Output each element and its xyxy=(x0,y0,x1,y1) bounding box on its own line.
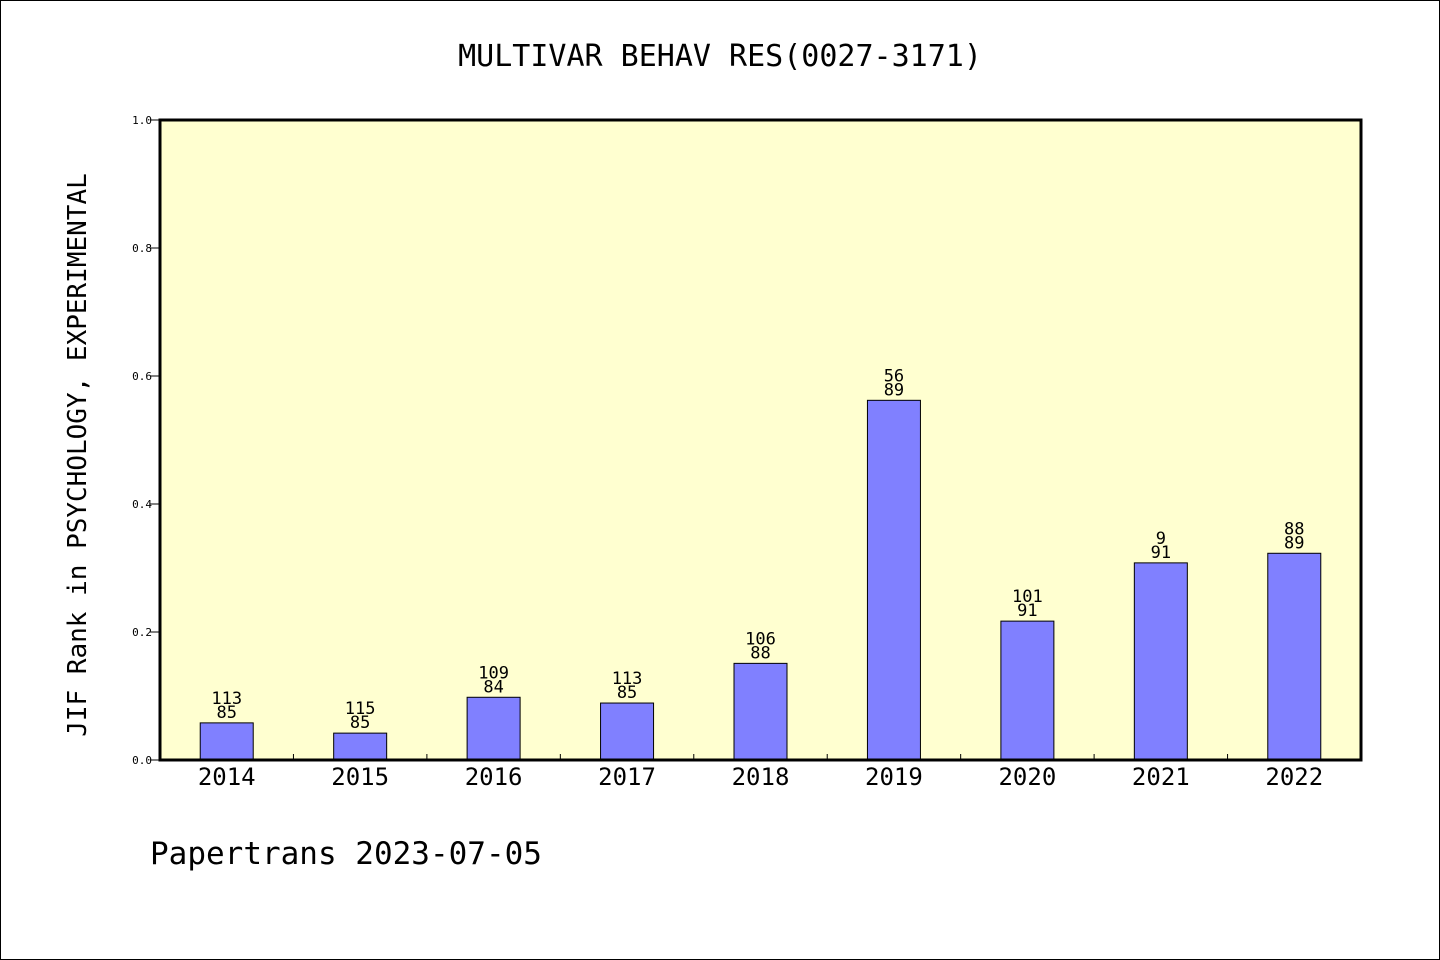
chart-title: MULTIVAR BEHAV RES(0027-3171) xyxy=(458,39,982,74)
bar-2022 xyxy=(1267,552,1322,761)
y-tick-label: 0.0 xyxy=(132,754,152,767)
y-tick-label: 0.8 xyxy=(132,242,152,255)
bar-label-total: 85 xyxy=(350,713,370,733)
bar-label-rank: 106 xyxy=(745,629,776,649)
bar-label-total: 89 xyxy=(1284,533,1304,553)
bar-label-total: 89 xyxy=(884,380,904,400)
x-tick-label: 2021 xyxy=(1132,763,1190,791)
bar-2016 xyxy=(466,696,521,761)
x-tick-label: 2014 xyxy=(198,763,256,791)
bar-label-total: 85 xyxy=(216,703,236,723)
x-tick-label: 2016 xyxy=(465,763,523,791)
y-tick-label: 0.6 xyxy=(132,370,152,383)
bar-2020 xyxy=(1000,620,1055,761)
x-tick-label: 2015 xyxy=(331,763,389,791)
x-tick-label: 2018 xyxy=(732,763,790,791)
bar-label-total: 91 xyxy=(1151,543,1171,563)
x-axis-ticks: 2014 2015 2016 2017 2018 2019 2020 2021 2022 xyxy=(198,754,1323,791)
bar-label-rank: 113 xyxy=(612,669,643,689)
x-tick-label: 2017 xyxy=(598,763,656,791)
bar-label-rank: 9 xyxy=(1156,529,1166,549)
y-tick-label: 1.0 xyxy=(132,114,152,127)
bar-label-rank: 88 xyxy=(1284,519,1304,539)
bar-2015 xyxy=(333,732,388,761)
y-axis-label: JIF Rank in PSYCHOLOGY, EXPERIMENTAL xyxy=(63,173,93,737)
x-tick-label: 2022 xyxy=(1265,763,1323,791)
bar-label-rank: 109 xyxy=(478,663,509,683)
x-tick-label: 2020 xyxy=(998,763,1056,791)
x-tick-label: 2019 xyxy=(865,763,923,791)
bar-label-total: 85 xyxy=(617,683,637,703)
bar-label-rank: 115 xyxy=(345,699,376,719)
plot-border xyxy=(158,118,1363,762)
bar-2018 xyxy=(733,662,788,761)
bar-label-total: 91 xyxy=(1017,601,1037,621)
bar-label-rank: 113 xyxy=(211,689,242,709)
bar-label-rank: 101 xyxy=(1012,587,1043,607)
bar-series xyxy=(199,399,1322,761)
bar-2017 xyxy=(600,702,655,761)
bar-label-total: 88 xyxy=(750,643,770,663)
bar-2021 xyxy=(1133,562,1188,761)
bar-2019 xyxy=(866,399,921,761)
footer-credit: Papertrans 2023-07-05 xyxy=(150,836,542,872)
bar-label-rank: 56 xyxy=(884,366,904,386)
y-axis-ticks: 0.0 0.2 0.4 0.6 0.8 1.0 xyxy=(132,114,160,767)
bar-label-total: 84 xyxy=(483,677,503,697)
bar-2014 xyxy=(199,722,254,761)
y-tick-label: 0.4 xyxy=(132,498,152,511)
y-tick-label: 0.2 xyxy=(132,626,152,639)
